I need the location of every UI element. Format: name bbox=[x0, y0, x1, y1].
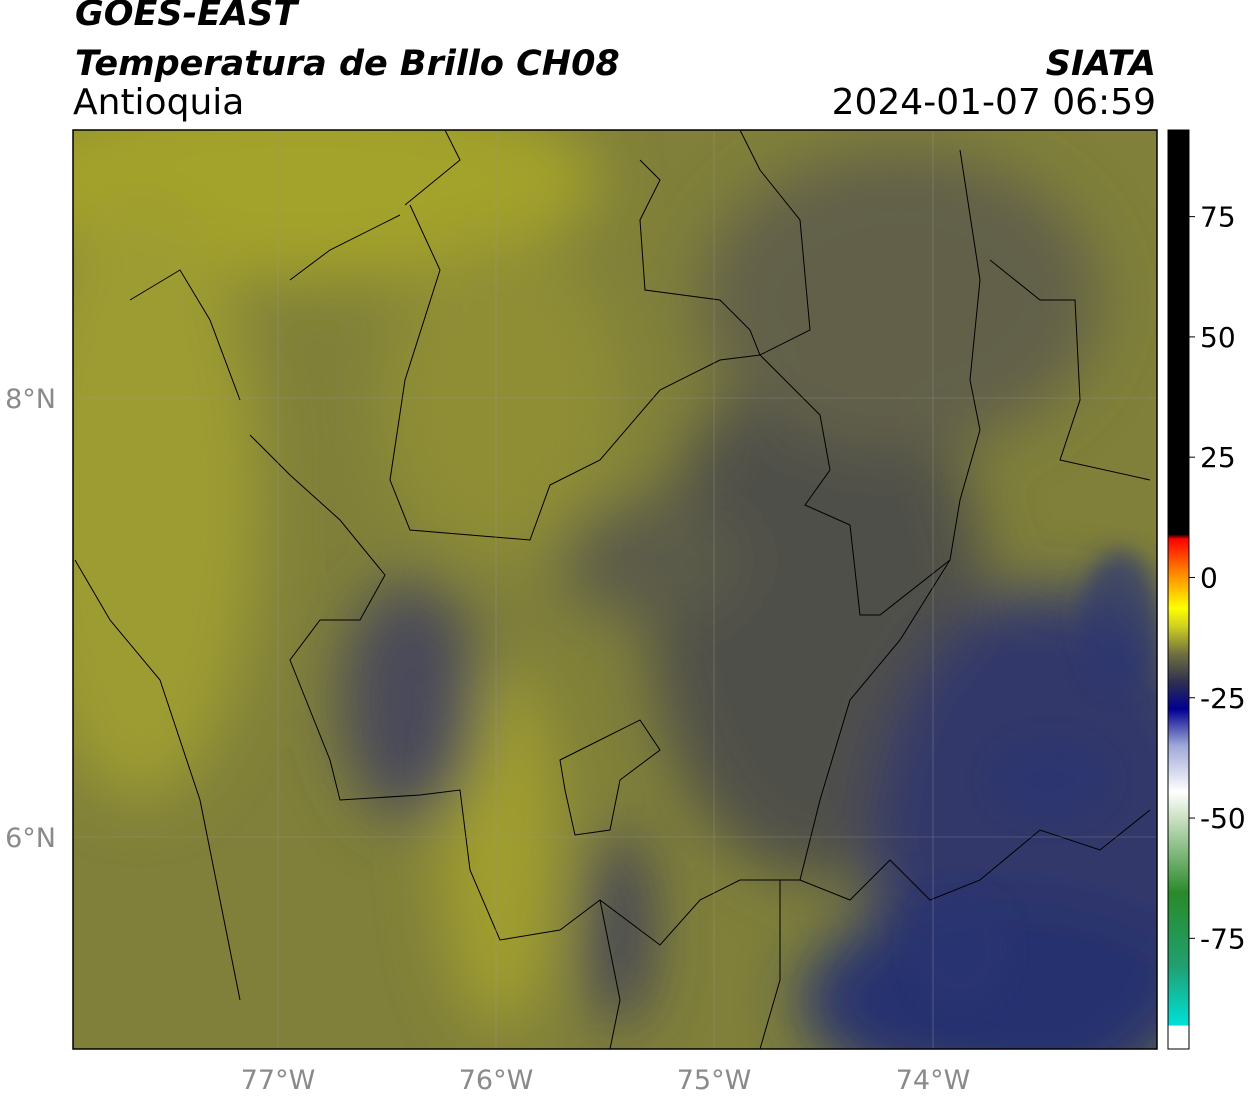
colorbar-tick-label: 25 bbox=[1200, 441, 1236, 474]
lon-label: 74°W bbox=[896, 1065, 971, 1096]
lon-label: 76°W bbox=[459, 1065, 534, 1096]
satellite-image bbox=[73, 130, 1157, 1049]
subtitle: Temperatura de Brillo CH08 bbox=[75, 44, 620, 84]
colorbar-tick-label: -25 bbox=[1200, 682, 1246, 715]
map-frame bbox=[72, 129, 1158, 1050]
colorbar-tick-label: 75 bbox=[1200, 201, 1236, 234]
colorbar-tick-label: -50 bbox=[1200, 802, 1246, 835]
colorbar-tick-label: 0 bbox=[1200, 561, 1218, 594]
colorbar-tick-label: -75 bbox=[1200, 922, 1246, 955]
colorbar-tick-label: 50 bbox=[1200, 321, 1236, 354]
lat-label: 6°N bbox=[5, 823, 56, 854]
lon-label: 77°W bbox=[241, 1065, 316, 1096]
borders bbox=[74, 130, 1151, 1049]
title: GOES-EAST bbox=[75, 0, 298, 34]
datetime: 2024-01-07 06:59 bbox=[831, 82, 1156, 123]
lon-label: 75°W bbox=[677, 1065, 752, 1096]
colorbar bbox=[1167, 129, 1190, 1050]
source: SIATA bbox=[1045, 44, 1156, 84]
graticule bbox=[73, 130, 1157, 1049]
lat-label: 8°N bbox=[5, 384, 56, 415]
region: Antioquia bbox=[73, 82, 245, 123]
